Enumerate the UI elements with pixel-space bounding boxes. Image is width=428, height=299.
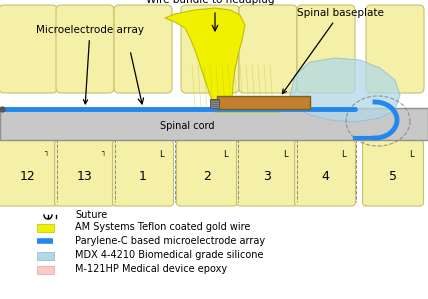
Bar xyxy=(0,108,428,140)
Text: Wire bundle to headplug: Wire bundle to headplug xyxy=(146,0,274,5)
Text: Suture: Suture xyxy=(75,210,107,220)
FancyBboxPatch shape xyxy=(237,140,297,206)
Bar xyxy=(37,266,54,274)
Text: L: L xyxy=(223,150,227,159)
Text: L: L xyxy=(341,150,345,159)
Polygon shape xyxy=(290,58,400,122)
Text: 13: 13 xyxy=(77,170,93,182)
Bar xyxy=(210,99,219,108)
FancyBboxPatch shape xyxy=(181,5,239,93)
Text: L: L xyxy=(282,150,287,159)
Text: M-121HP Medical device epoxy: M-121HP Medical device epoxy xyxy=(75,264,227,274)
FancyBboxPatch shape xyxy=(239,5,297,93)
FancyBboxPatch shape xyxy=(366,5,424,93)
Text: Spinal baseplate: Spinal baseplate xyxy=(282,8,383,94)
Text: L: L xyxy=(159,150,163,159)
Text: Spinal cord: Spinal cord xyxy=(160,121,214,131)
Bar xyxy=(37,224,54,232)
FancyBboxPatch shape xyxy=(113,140,173,206)
FancyBboxPatch shape xyxy=(176,140,238,206)
Text: Parylene-C based microelectrode array: Parylene-C based microelectrode array xyxy=(75,236,265,246)
FancyBboxPatch shape xyxy=(0,5,57,93)
Text: 3: 3 xyxy=(263,170,271,182)
FancyBboxPatch shape xyxy=(0,140,59,206)
FancyBboxPatch shape xyxy=(114,5,172,93)
Text: ┐: ┐ xyxy=(44,150,48,156)
Text: 2: 2 xyxy=(203,170,211,182)
Text: ┐: ┐ xyxy=(101,150,105,156)
FancyBboxPatch shape xyxy=(56,5,114,93)
FancyBboxPatch shape xyxy=(54,140,116,206)
Text: 1: 1 xyxy=(139,170,147,182)
FancyBboxPatch shape xyxy=(294,140,356,206)
Text: 5: 5 xyxy=(389,170,397,182)
Polygon shape xyxy=(165,8,280,112)
FancyBboxPatch shape xyxy=(297,5,355,93)
Text: L: L xyxy=(409,150,413,159)
Text: Microelectrode array: Microelectrode array xyxy=(36,25,144,104)
Text: MDX 4-4210 Biomedical grade silicone: MDX 4-4210 Biomedical grade silicone xyxy=(75,250,264,260)
Text: AM Systems Teflon coated gold wire: AM Systems Teflon coated gold wire xyxy=(75,222,250,232)
Bar xyxy=(37,252,54,260)
Text: 4: 4 xyxy=(321,170,329,182)
Bar xyxy=(217,96,310,109)
FancyBboxPatch shape xyxy=(363,140,423,206)
Text: 12: 12 xyxy=(20,170,36,182)
